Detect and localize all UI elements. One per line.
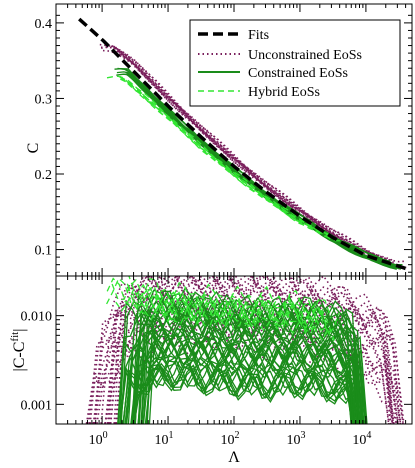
bottom-unconstrained-curve	[106, 276, 401, 424]
axes: 0.1 0.2 0.3 0.4 0.001 0.010 100 101 102 103 104	[21, 4, 412, 448]
bottom-constrained-curve	[142, 291, 365, 424]
bottom-constrained-curve	[133, 329, 360, 424]
legend-label-constrained: Constrained EoSs	[248, 66, 348, 81]
bottom-constrained-curve	[131, 336, 359, 424]
top-fits-curve	[78, 17, 407, 271]
bottom-constrained-curve	[119, 361, 353, 424]
bottom-constrained-curve	[145, 308, 367, 424]
bottom-xtick-label: 100	[89, 430, 108, 448]
legend-label-fits: Fits	[248, 28, 269, 43]
legend-label-hybrid: Hybrid EoSs	[248, 85, 320, 100]
bottom-ytick-label: 0.001	[21, 398, 53, 413]
top-constrained-curve	[136, 81, 403, 266]
bottom-unconstrained-curve	[93, 276, 394, 424]
top-ylabel: C	[25, 143, 42, 154]
bottom-xtick-label: 103	[286, 430, 305, 448]
bottom-unconstrained-curve	[89, 276, 392, 424]
bottom-unconstrained-curve	[113, 276, 404, 424]
bottom-xtick-label: 104	[352, 430, 371, 448]
bottom-xtick-label: 102	[221, 430, 240, 448]
bottom-hybrid-curve	[115, 288, 329, 342]
bottom-ylabel: |C-Cfit|	[9, 329, 28, 372]
bottom-xtick-label: 101	[155, 430, 174, 448]
bottom-constrained-curve	[131, 359, 359, 424]
top-ytick-label: 0.3	[35, 92, 53, 107]
top-hybrid-curve	[120, 78, 331, 238]
bottom-hybrid-curve	[127, 285, 335, 342]
top-unconstrained-curve	[127, 56, 407, 263]
legend-box	[189, 19, 401, 107]
bottom-unconstrained-curve	[114, 311, 405, 424]
bottom-hybrid-curve	[126, 283, 335, 341]
top-hybrid-curve	[136, 89, 341, 242]
bottom-hybrid-curve	[111, 278, 327, 331]
legend-label-unconstrained: Unconstrained EoSs	[248, 48, 362, 63]
bottom-constrained-curve	[148, 322, 368, 424]
bottom-constrained-curve	[134, 334, 361, 424]
legend: Fits Unconstrained EoSs Constrained EoSs…	[189, 19, 401, 107]
bottom-hybrid-curve	[106, 277, 325, 329]
data-curves	[78, 17, 407, 271]
top-unconstrained-curve	[115, 47, 399, 268]
bottom-constrained-curve	[132, 334, 360, 424]
bottom-xlabel: Λ	[228, 449, 240, 466]
bottom-constrained-curve	[130, 356, 358, 424]
bottom-constrained-curve	[133, 311, 360, 424]
top-ytick-label: 0.1	[35, 244, 53, 259]
bottom-constrained-curve	[138, 333, 363, 424]
bottom-series-group	[85, 276, 405, 424]
top-hybrid-curve	[119, 75, 331, 236]
bottom-hybrid-curve	[128, 276, 332, 320]
top-ytick-label: 0.2	[35, 168, 53, 183]
bottom-hybrid-curve	[106, 277, 325, 331]
bottom-constrained-curve	[122, 362, 355, 424]
bottom-constrained-curve	[137, 300, 363, 424]
top-ytick-label: 0.4	[35, 17, 53, 32]
bottom-ytick-label: 0.010	[21, 310, 53, 325]
top-hybrid-curve	[127, 79, 336, 239]
bottom-constrained-curve	[141, 304, 364, 424]
top-hybrid-curve	[119, 76, 331, 239]
